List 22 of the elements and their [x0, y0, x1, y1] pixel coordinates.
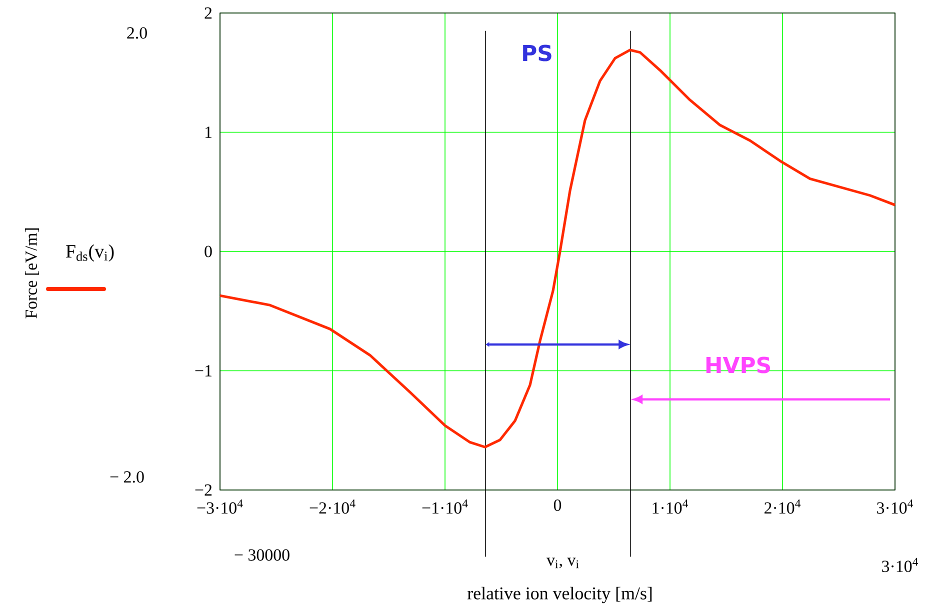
text: F$_{ds}$(v$_{i}$)	[66, 244, 114, 262]
x-tick-label: −1·10$^{4}$	[422, 499, 468, 514]
text: Force [eV/m]	[25, 228, 40, 318]
text: 3·10$^{4}$	[882, 558, 918, 572]
annotation: PS	[523, 44, 552, 62]
y-tick-label: 1	[206, 126, 212, 138]
text: − 2.0	[110, 471, 144, 483]
y-tick-label: 2	[204, 7, 212, 19]
text: v$_{i}$, v$_{i}$	[546, 558, 579, 568]
x-tick-label: 0	[554, 500, 562, 511]
text: − 30000	[234, 549, 290, 561]
x-tick-label: 2·10$^{4}$	[764, 499, 801, 514]
x-axis-title: relative ion velocity [m/s]	[467, 586, 652, 604]
y-tick-label: −2	[195, 484, 212, 496]
x-tick-label: 3·10$^{4}$	[877, 499, 914, 514]
text: 2.0	[127, 27, 147, 39]
x-tick-label: −3·10$^{4}$	[197, 499, 243, 514]
annotation: HVPS	[706, 356, 770, 374]
y-tick-label: 0	[204, 246, 212, 258]
y-tick-label: −1	[195, 365, 212, 376]
x-tick-label: −2·10$^{4}$	[310, 499, 356, 514]
x-tick-label: 1·10$^{4}$	[652, 499, 688, 514]
